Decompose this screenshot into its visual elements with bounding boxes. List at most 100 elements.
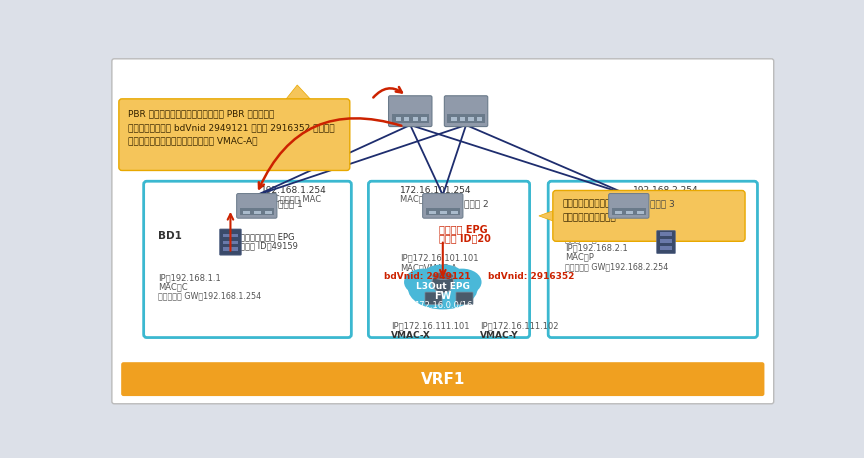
FancyBboxPatch shape — [657, 230, 676, 254]
Text: IP：192.168.2.1: IP：192.168.2.1 — [565, 244, 628, 253]
Polygon shape — [539, 210, 556, 222]
Bar — [637, 211, 644, 213]
Bar — [223, 234, 238, 237]
Bar — [626, 211, 632, 213]
Text: MAC: MAC — [238, 107, 261, 116]
Bar — [448, 114, 485, 124]
Circle shape — [432, 271, 454, 293]
Text: MAC：VMAC-A: MAC：VMAC-A — [400, 263, 457, 272]
Bar — [429, 211, 435, 213]
Bar — [122, 123, 339, 146]
Polygon shape — [283, 85, 313, 102]
FancyBboxPatch shape — [119, 99, 350, 170]
Ellipse shape — [432, 273, 454, 279]
Text: VMAC-Y: VMAC-Y — [480, 331, 518, 340]
Text: MAC：リーフ MAC: MAC：リーフ MAC — [400, 195, 461, 203]
Text: BD1: BD1 — [158, 230, 182, 240]
Bar — [391, 114, 429, 124]
Bar — [254, 211, 261, 213]
FancyBboxPatch shape — [548, 181, 758, 338]
Text: サービス EPG: サービス EPG — [439, 224, 487, 234]
Text: bdVnid: 2916352: bdVnid: 2916352 — [488, 272, 574, 281]
Text: IP：172.16.111.102: IP：172.16.111.102 — [480, 322, 558, 330]
Text: 192.168.2.254: 192.168.2.254 — [632, 186, 698, 195]
Bar — [612, 207, 646, 215]
Text: PBR ポリシーが適用されると、対称 PBR ハッシュに
基づいてリーフが bdVnid 2949121 または 2916352 を使用。
ただし、この例ではい: PBR ポリシーが適用されると、対称 PBR ハッシュに 基づいてリーフが bd… — [128, 109, 334, 145]
Ellipse shape — [404, 269, 442, 295]
Text: IP：172.16.101.101: IP：172.16.101.101 — [400, 254, 479, 262]
Text: MAC：リーフ MAC: MAC：リーフ MAC — [632, 195, 693, 203]
Text: 172.16.111.102: 172.16.111.102 — [128, 153, 200, 162]
Text: FW: FW — [434, 291, 452, 301]
Text: リーフ 2: リーフ 2 — [465, 199, 489, 208]
Bar — [122, 100, 339, 169]
FancyBboxPatch shape — [143, 181, 352, 338]
FancyBboxPatch shape — [422, 194, 463, 218]
Bar — [413, 117, 418, 121]
Bar — [426, 207, 460, 215]
Bar — [660, 232, 672, 236]
Text: 2916352: 2916352 — [296, 153, 336, 162]
Text: bdVnid: 2949121: bdVnid: 2949121 — [384, 272, 471, 281]
FancyBboxPatch shape — [608, 194, 649, 218]
FancyBboxPatch shape — [121, 362, 765, 396]
Text: クラス ID：20: クラス ID：20 — [439, 234, 491, 244]
Bar — [239, 207, 274, 215]
Text: IP：172.16.111.101: IP：172.16.111.101 — [391, 322, 469, 330]
Text: MAC：P: MAC：P — [565, 253, 594, 262]
Bar — [396, 117, 401, 121]
Bar — [660, 239, 672, 243]
Bar — [122, 100, 339, 123]
Bar — [223, 247, 238, 251]
Text: VMAC-X: VMAC-X — [391, 331, 431, 340]
Text: 192.168.1.254: 192.168.1.254 — [261, 186, 327, 195]
Text: MAC：リーフ MAC: MAC：リーフ MAC — [261, 195, 321, 203]
Text: リーフ 3: リーフ 3 — [651, 199, 676, 208]
Ellipse shape — [442, 269, 481, 295]
Bar — [264, 211, 271, 213]
FancyBboxPatch shape — [237, 194, 277, 218]
FancyBboxPatch shape — [425, 292, 442, 305]
Bar — [615, 211, 622, 213]
Bar — [243, 211, 250, 213]
Text: 172.16.111.101: 172.16.111.101 — [128, 130, 200, 139]
Text: MAC：C: MAC：C — [158, 282, 188, 291]
Text: L3Out EPG: L3Out EPG — [416, 282, 470, 291]
Text: VRF1: VRF1 — [421, 371, 465, 387]
Text: デフォルト GW：192.168.1.254: デフォルト GW：192.168.1.254 — [158, 291, 262, 300]
Bar — [450, 211, 458, 213]
Text: コンシューマー EPG: コンシューマー EPG — [239, 232, 295, 241]
Bar — [223, 240, 238, 245]
Bar — [660, 246, 672, 250]
Text: 172.16.101.254: 172.16.101.254 — [400, 186, 472, 195]
Text: クラス ID：16392: クラス ID：16392 — [565, 234, 623, 243]
Ellipse shape — [408, 267, 478, 310]
Text: トラフィックの対称性の維持は外部
ルータの機能に依存。: トラフィックの対称性の維持は外部 ルータの機能に依存。 — [562, 200, 648, 222]
Bar — [440, 211, 447, 213]
Text: リーフ 1: リーフ 1 — [278, 199, 303, 208]
FancyBboxPatch shape — [368, 181, 530, 338]
FancyBboxPatch shape — [553, 191, 745, 241]
Bar — [421, 117, 427, 121]
Text: PBR 接続先 IP: PBR 接続先 IP — [128, 107, 181, 116]
FancyBboxPatch shape — [389, 96, 432, 126]
Bar — [460, 117, 466, 121]
Bar — [477, 117, 482, 121]
Text: VMAC-A: VMAC-A — [238, 130, 273, 139]
Text: 2949121: 2949121 — [296, 130, 336, 139]
FancyBboxPatch shape — [219, 229, 241, 255]
Text: VMAC-A: VMAC-A — [238, 153, 273, 162]
Bar — [122, 146, 339, 169]
FancyBboxPatch shape — [444, 96, 488, 126]
Text: IP：192.168.1.1: IP：192.168.1.1 — [158, 273, 221, 282]
Text: bdVnid: bdVnid — [296, 107, 332, 116]
FancyBboxPatch shape — [456, 292, 473, 305]
Bar — [451, 117, 457, 121]
Bar — [468, 117, 473, 121]
Text: 172.16.0.0/16: 172.16.0.0/16 — [414, 301, 472, 310]
Ellipse shape — [422, 264, 464, 289]
Text: デフォルト GW：192.168.2.254: デフォルト GW：192.168.2.254 — [565, 262, 669, 271]
Text: クラス ID：49159: クラス ID：49159 — [239, 241, 297, 251]
Bar — [404, 117, 410, 121]
FancyBboxPatch shape — [111, 59, 774, 404]
